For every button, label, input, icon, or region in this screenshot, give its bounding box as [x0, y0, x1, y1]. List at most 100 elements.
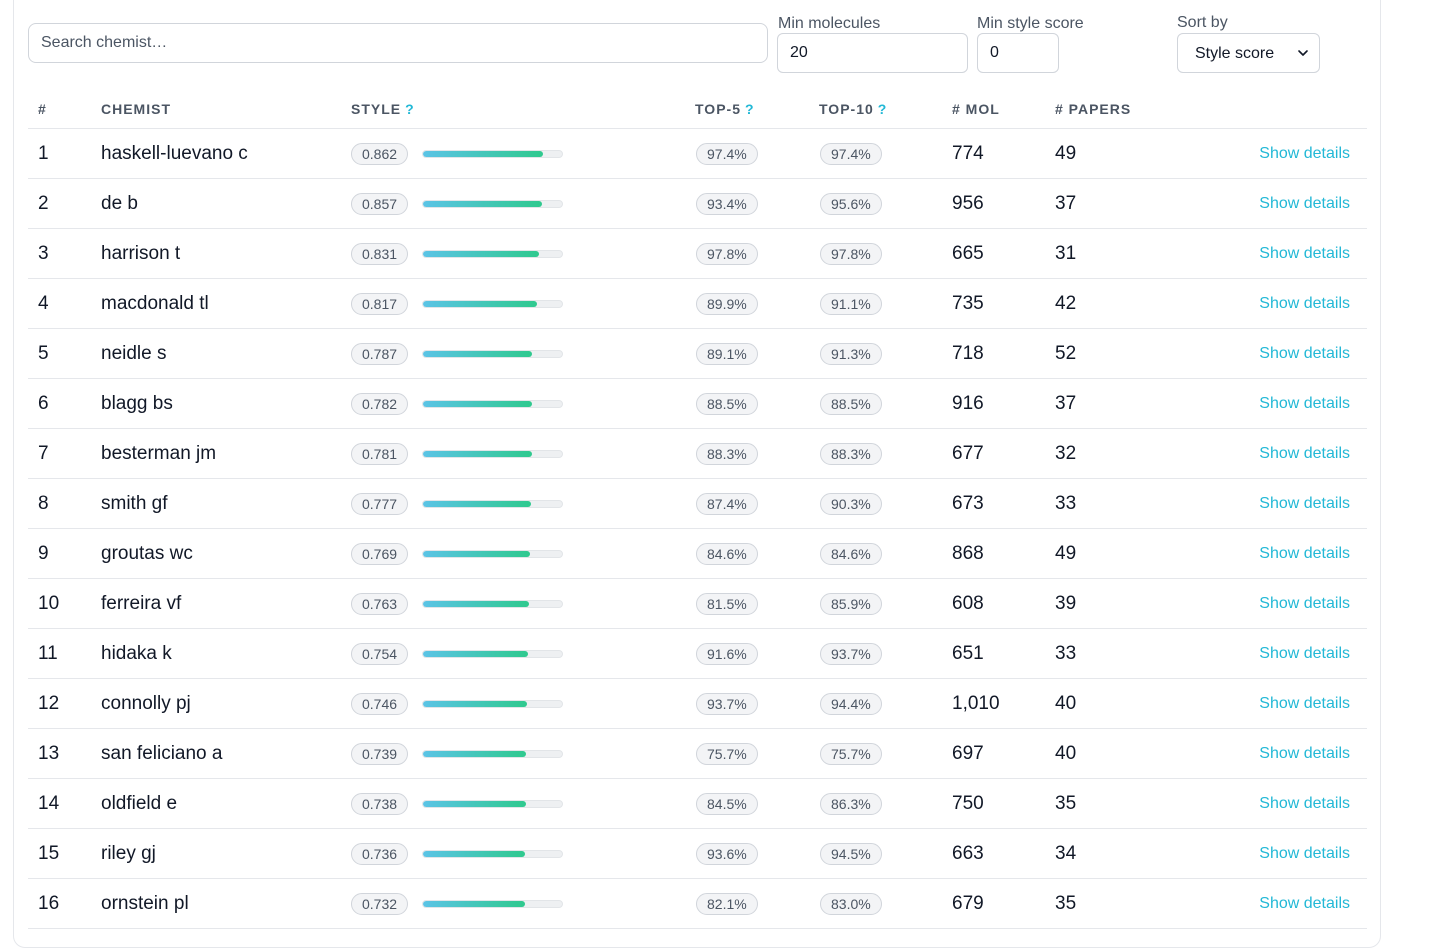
row-divider: [28, 878, 1367, 879]
row-divider: [28, 428, 1367, 429]
show-details-link[interactable]: Show details: [1259, 745, 1350, 762]
show-details-link[interactable]: Show details: [1259, 545, 1350, 562]
table-row: 11 hidaka k 0.754 91.6% 93.7% 651 33 Show detai…: [28, 629, 1367, 679]
papers-count: 52: [1055, 343, 1077, 364]
top10-help-icon[interactable]: ?: [877, 101, 888, 117]
rank-cell: 10: [38, 593, 60, 614]
header-top10[interactable]: TOP-10?: [819, 101, 887, 117]
top10-badge: 84.6%: [820, 543, 882, 565]
top10-badge: 91.3%: [820, 343, 882, 365]
show-details-link[interactable]: Show details: [1259, 395, 1350, 412]
show-details-link[interactable]: Show details: [1259, 845, 1350, 862]
search-input[interactable]: [28, 23, 768, 63]
row-divider: [28, 178, 1367, 179]
show-details-link[interactable]: Show details: [1259, 445, 1350, 462]
style-score-bar: [422, 200, 563, 208]
rank-cell: 9: [38, 543, 49, 564]
header-style[interactable]: STYLE?: [351, 101, 415, 117]
rank-cell: 16: [38, 893, 60, 914]
header-papers[interactable]: # PAPERS: [1055, 101, 1132, 117]
style-score-badge: 0.817: [351, 293, 409, 315]
table-row: 14 oldfield e 0.738 84.5% 86.3% 750 35 Show det…: [28, 779, 1367, 829]
top5-badge: 88.3%: [696, 443, 758, 465]
style-score-bar-fill: [423, 701, 527, 707]
row-divider: [28, 278, 1367, 279]
rank-cell: 3: [38, 243, 49, 264]
show-details-link[interactable]: Show details: [1259, 295, 1350, 312]
show-details-link[interactable]: Show details: [1259, 895, 1350, 912]
sort-by-label: Sort by: [1177, 14, 1228, 31]
style-score-bar-fill: [423, 651, 528, 657]
top5-badge: 97.8%: [696, 243, 758, 265]
row-divider: [28, 828, 1367, 829]
mol-count: 697: [952, 743, 984, 764]
chemist-name: san feliciano a: [101, 743, 223, 764]
chemist-name: harrison t: [101, 243, 181, 264]
style-score-bar: [422, 850, 563, 858]
style-help-icon[interactable]: ?: [405, 101, 415, 117]
top10-badge: 90.3%: [820, 493, 882, 515]
mol-count: 665: [952, 243, 984, 264]
row-divider: [28, 528, 1367, 529]
sort-by-value: Style score: [1195, 45, 1275, 62]
rank-cell: 6: [38, 393, 49, 414]
top10-badge: 88.3%: [820, 443, 882, 465]
sort-by-select[interactable]: Style score: [1177, 33, 1320, 73]
row-divider: [28, 928, 1367, 929]
mol-count: 679: [952, 893, 984, 914]
style-score-badge: 0.738: [351, 793, 409, 815]
show-details-link[interactable]: Show details: [1259, 795, 1350, 812]
top10-badge: 88.5%: [820, 393, 882, 415]
top5-badge: 82.1%: [696, 893, 758, 915]
show-details-link[interactable]: Show details: [1259, 495, 1350, 512]
top5-help-icon[interactable]: ?: [744, 101, 755, 117]
mol-count: 663: [952, 843, 984, 864]
show-details-link[interactable]: Show details: [1259, 145, 1350, 162]
style-score-badge: 0.862: [351, 143, 409, 165]
top10-badge: 97.4%: [820, 143, 882, 165]
show-details-link[interactable]: Show details: [1259, 695, 1350, 712]
mol-count: 956: [952, 193, 984, 214]
style-score-badge: 0.781: [351, 443, 409, 465]
header-top5[interactable]: TOP-5?: [695, 101, 755, 117]
top10-badge: 95.6%: [820, 193, 882, 215]
style-score-bar-fill: [423, 251, 539, 257]
papers-count: 31: [1055, 243, 1077, 264]
top5-badge: 97.4%: [696, 143, 758, 165]
chemist-name: de b: [101, 193, 138, 214]
min-style-score-input[interactable]: [977, 33, 1059, 73]
papers-count: 34: [1055, 843, 1077, 864]
style-score-bar: [422, 500, 563, 508]
papers-count: 35: [1055, 893, 1077, 914]
show-details-link[interactable]: Show details: [1259, 245, 1350, 262]
header-mol[interactable]: # MOL: [952, 101, 1000, 117]
min-molecules-input[interactable]: [777, 33, 968, 73]
top5-badge: 91.6%: [696, 643, 758, 665]
style-score-bar: [422, 450, 563, 458]
style-score-badge: 0.763: [351, 593, 409, 615]
papers-count: 40: [1055, 743, 1077, 764]
mol-count: 608: [952, 593, 984, 614]
row-divider: [28, 678, 1367, 679]
top10-badge: 94.4%: [820, 693, 882, 715]
row-divider: [28, 378, 1367, 379]
header-rank: #: [38, 101, 47, 117]
header-chemist[interactable]: CHEMIST: [101, 101, 171, 117]
show-details-link[interactable]: Show details: [1259, 195, 1350, 212]
chemist-name: hidaka k: [101, 643, 172, 664]
show-details-link[interactable]: Show details: [1259, 345, 1350, 362]
style-score-bar-fill: [423, 801, 526, 807]
rank-cell: 7: [38, 443, 49, 464]
rank-cell: 4: [38, 293, 49, 314]
style-score-bar-fill: [423, 751, 526, 757]
table-row: 6 blagg bs 0.782 88.5% 88.5% 916 37 Show detail…: [28, 379, 1367, 429]
chemist-name: blagg bs: [101, 393, 173, 414]
style-score-bar-fill: [423, 851, 526, 857]
row-divider: [28, 328, 1367, 329]
table-row: 2 de b 0.857 93.4% 95.6% 956 37 Show details: [28, 179, 1367, 229]
papers-count: 49: [1055, 543, 1077, 564]
top5-badge: 93.4%: [696, 193, 758, 215]
show-details-link[interactable]: Show details: [1259, 595, 1350, 612]
mol-count: 1,010: [952, 693, 1000, 714]
show-details-link[interactable]: Show details: [1259, 645, 1350, 662]
